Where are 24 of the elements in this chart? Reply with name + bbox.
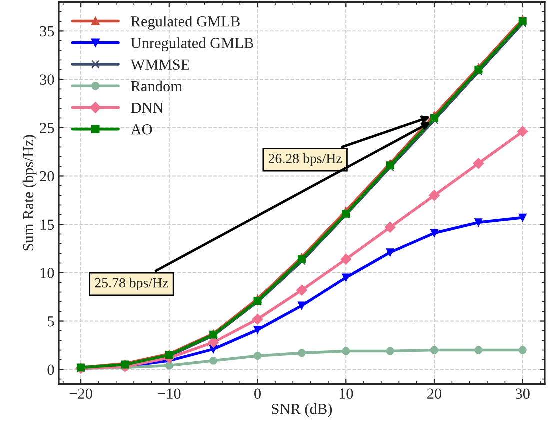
y-tick-label: 35 [40, 26, 54, 37]
legend-label: Unregulated GMLB [131, 38, 254, 52]
x-tick-label: −20 [70, 388, 92, 400]
x-tick-label: 30 [516, 388, 530, 400]
annotation: 26.28 bps/Hz [268, 154, 342, 166]
x-tick-label: −10 [158, 388, 181, 400]
y-tick-label: 10 [40, 268, 54, 278]
x-tick-label: 20 [428, 388, 442, 400]
y-tick-label: 25 [40, 123, 54, 134]
y-tick-label: 0 [48, 364, 54, 376]
legend-label: Random [131, 80, 182, 92]
y-tick-label: 15 [40, 220, 54, 230]
x-tick-label: 0 [254, 388, 262, 400]
y-tick-label: 20 [40, 171, 54, 182]
x-axis-title: SNR (dB) [272, 404, 332, 418]
y-tick-label: 5 [48, 316, 54, 327]
y-axis-title: Sum Rate (bps/Hz) [22, 135, 37, 251]
x-tick-label: 10 [340, 388, 354, 400]
annotation: 25.78 bps/Hz [95, 278, 168, 291]
legend-label: Regulated GMLB [131, 16, 240, 30]
legend-label: AO [130, 124, 152, 135]
y-tick-label: 30 [40, 74, 54, 85]
legend-label: DNN [131, 103, 164, 114]
legend-label: WMMSE [130, 60, 190, 70]
